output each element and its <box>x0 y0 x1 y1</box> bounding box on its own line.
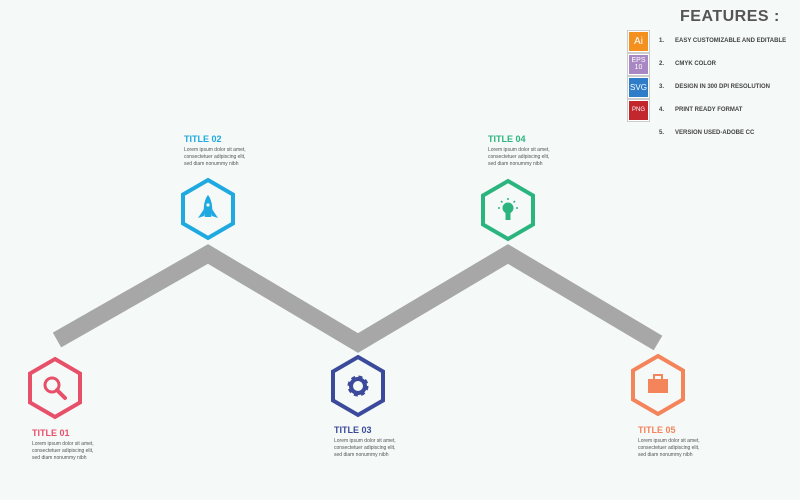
step-title: TITLE 04 <box>488 134 526 144</box>
step-04: TITLE 04 Lorem ipsum dolor sit amet, con… <box>488 134 598 168</box>
feature-text: VERSION USED-ADOBE CC <box>675 130 755 136</box>
feature-text: CMYK COLOR <box>675 61 716 67</box>
svg-file-icon: SVG <box>628 76 649 98</box>
step-body: Lorem ipsum dolor sit amet, consectetuer… <box>334 438 396 458</box>
step-body: Lorem ipsum dolor sit amet, consectetuer… <box>638 438 700 458</box>
feature-item: EPS 10 2. CMYK COLOR <box>628 53 798 75</box>
feature-item: SVG 3. DESIGN IN 300 DPI RESOLUTION <box>628 76 798 98</box>
feature-number: 5. <box>659 130 665 136</box>
step-03: TITLE 03 Lorem ipsum dolor sit amet, con… <box>334 425 444 459</box>
step-body: Lorem ipsum dolor sit amet, consectetuer… <box>184 147 246 167</box>
hexagon-02 <box>181 177 235 241</box>
step-title: TITLE 05 <box>638 425 676 435</box>
hexagon-01 <box>28 356 82 420</box>
search-icon <box>43 376 67 400</box>
step-title: TITLE 03 <box>334 425 372 435</box>
features-panel: FEATURES : Ai 1. EASY CUSTOMIZABLE AND EDI… <box>628 8 798 145</box>
eps-file-icon: EPS 10 <box>628 53 649 75</box>
step-title: TITLE 01 <box>32 428 70 438</box>
png-file-icon: PNG <box>628 99 649 121</box>
features-title: FEATURES : <box>680 8 780 25</box>
feature-number: 2. <box>659 61 665 67</box>
feature-number: 1. <box>659 38 665 44</box>
step-body: Lorem ipsum dolor sit amet, consectetuer… <box>488 147 550 167</box>
feature-text: PRINT READY FORMAT <box>675 107 743 113</box>
step-01: TITLE 01 Lorem ipsum dolor sit amet, con… <box>32 428 142 462</box>
step-05: TITLE 05 Lorem ipsum dolor sit amet, con… <box>638 425 748 459</box>
hexagon-03 <box>331 354 385 418</box>
feature-number: 3. <box>659 84 665 90</box>
feature-item: Ai 1. EASY CUSTOMIZABLE AND EDITABLE <box>628 30 798 52</box>
feature-item: 5. VERSION USED-ADOBE CC <box>628 122 798 144</box>
rocket-icon <box>198 195 218 218</box>
feature-text: EASY CUSTOMIZABLE AND EDITABLE <box>675 38 787 44</box>
lightbulb-icon <box>498 198 518 220</box>
step-02: TITLE 02 Lorem ipsum dolor sit amet, con… <box>184 134 294 168</box>
gear-icon <box>347 375 369 397</box>
briefcase-icon <box>648 374 668 393</box>
feature-number: 4. <box>659 107 665 113</box>
hexagon-04 <box>481 178 535 242</box>
feature-item: PNG 4. PRINT READY FORMAT <box>628 99 798 121</box>
hexagon-05 <box>631 353 685 417</box>
step-title: TITLE 02 <box>184 134 222 144</box>
feature-text: DESIGN IN 300 DPI RESOLUTION <box>675 84 771 90</box>
zigzag-path <box>52 244 663 353</box>
ai-file-icon: Ai <box>628 30 649 52</box>
step-body: Lorem ipsum dolor sit amet, consectetuer… <box>32 441 94 461</box>
